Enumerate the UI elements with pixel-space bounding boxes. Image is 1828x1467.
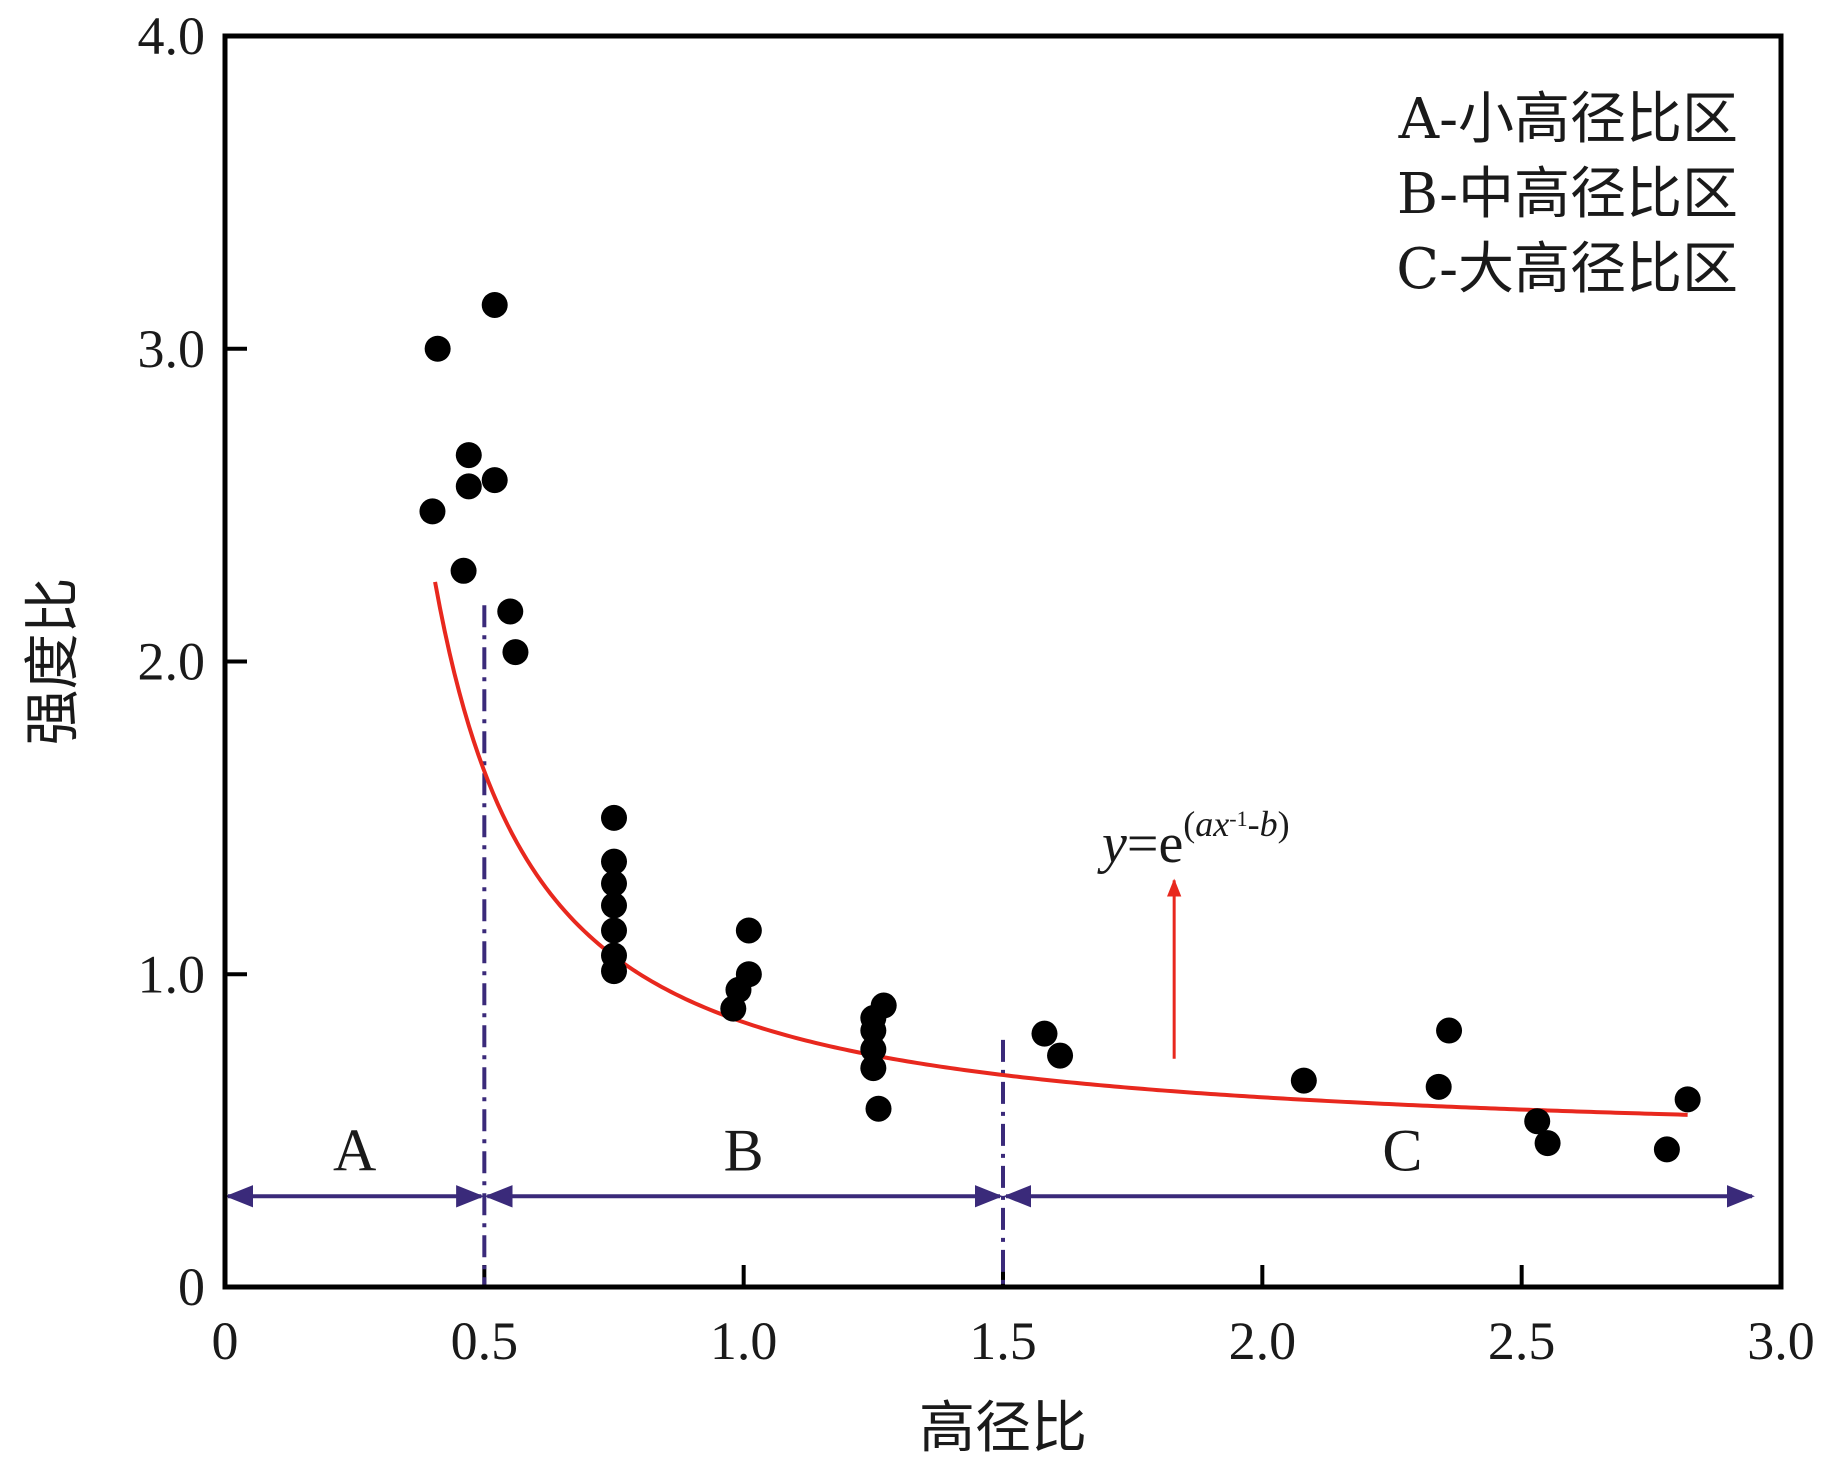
y-tick-label: 0 [178, 1257, 205, 1317]
data-point [419, 498, 446, 525]
data-point [860, 1055, 887, 1082]
zone-label-a: A [333, 1117, 376, 1183]
data-point [601, 958, 627, 985]
data-point [1047, 1042, 1074, 1069]
zone-label-c: C [1382, 1117, 1422, 1183]
data-point [1534, 1130, 1561, 1157]
eq-minus: - [1248, 804, 1260, 844]
data-point [502, 639, 529, 666]
data-point [865, 1095, 892, 1122]
data-point [481, 291, 508, 318]
data-point [601, 917, 627, 944]
data-point [735, 917, 762, 944]
y-tick-labels: 0 1.0 2.0 3.0 4.0 [138, 6, 206, 1317]
x-tick-label: 0 [212, 1311, 239, 1371]
data-point [1436, 1017, 1463, 1044]
data-point [455, 473, 482, 500]
data-point [450, 557, 477, 584]
x-tick-label: 3.0 [1747, 1311, 1815, 1371]
data-point [1290, 1067, 1317, 1094]
x-tick-labels: 0 0.5 1.0 1.5 2.0 2.5 3.0 [212, 1311, 1815, 1371]
x-axis-title: 高径比 [919, 1396, 1087, 1461]
eq-open-paren: ( [1183, 804, 1195, 844]
y-tick-label: 4.0 [138, 6, 206, 66]
data-point [1031, 1020, 1058, 1047]
plot-frame [222, 33, 1784, 1290]
eq-close-paren: ) [1278, 804, 1290, 844]
x-tick-label: 1.0 [710, 1311, 778, 1371]
eq-equals-e: =e [1127, 813, 1183, 875]
data-point [497, 598, 524, 625]
data-point [601, 892, 627, 919]
data-point [1674, 1086, 1701, 1113]
data-point [601, 848, 627, 875]
data-point [1524, 1108, 1551, 1135]
y-axis-title: 强度比 [21, 578, 86, 746]
y-tick-label: 1.0 [138, 944, 206, 1004]
eq-b: b [1260, 804, 1278, 844]
y-tick-label: 2.0 [138, 632, 206, 692]
data-point [455, 442, 482, 469]
legend: A-小高径比区 B-中高径比区 C-大高径比区 [1396, 87, 1738, 302]
zone-label-b: B [724, 1117, 764, 1183]
x-tick-label: 0.5 [451, 1311, 519, 1371]
data-point [601, 804, 627, 831]
data-point [1653, 1136, 1680, 1163]
y-tick-label: 3.0 [138, 319, 206, 379]
x-tick-label: 2.5 [1488, 1311, 1556, 1371]
fit-curve-layer [433, 581, 1688, 1117]
zones-layer: A B C [225, 605, 1755, 1287]
data-point [481, 467, 508, 494]
data-point [601, 870, 627, 897]
fit-equation: y=e(ax-1-b) [1097, 804, 1290, 875]
eq-a: a [1195, 804, 1213, 844]
legend-entry-c: C-大高径比区 [1396, 237, 1738, 302]
data-point [424, 335, 451, 362]
eq-power: -1 [1229, 806, 1247, 831]
data-point [870, 992, 897, 1019]
eq-y: y [1097, 813, 1127, 875]
x-tick-label: 2.0 [1229, 1311, 1297, 1371]
legend-entry-a: A-小高径比区 [1398, 87, 1738, 152]
data-points-layer [419, 291, 1701, 1163]
data-point [1425, 1073, 1452, 1100]
data-point [860, 1036, 887, 1063]
x-tick-label: 1.5 [969, 1311, 1037, 1371]
data-point [735, 961, 762, 988]
eq-x: x [1212, 804, 1229, 844]
fit-curve [433, 581, 1688, 1117]
legend-entry-b: B-中高径比区 [1397, 162, 1738, 227]
